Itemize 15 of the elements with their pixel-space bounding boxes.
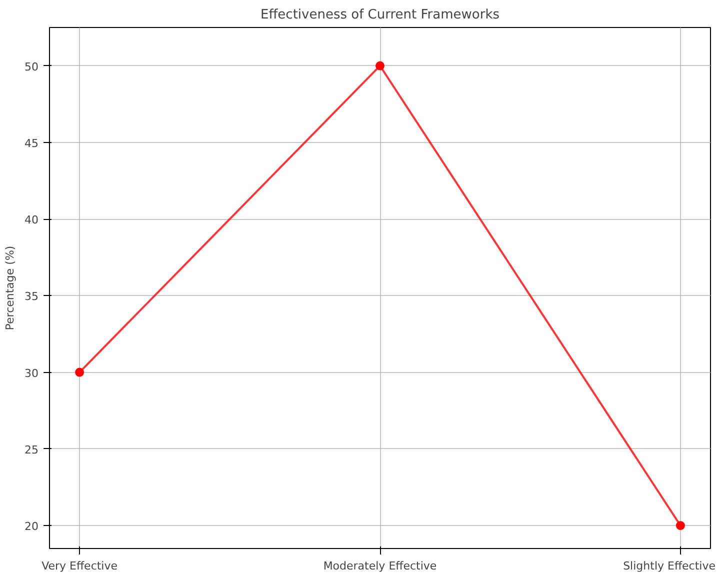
point	[376, 61, 384, 70]
x-tick-label: Very Effective	[42, 560, 118, 572]
chart-title: Effectiveness of Current Frameworks	[260, 8, 500, 22]
y-axis-title: Percentage (%)	[4, 246, 17, 330]
y-tick-label: 25	[24, 443, 39, 456]
point	[676, 521, 685, 530]
y-tick-label: 50	[24, 60, 39, 74]
y-tick-label: 45	[24, 136, 39, 150]
x-tick-label: Slightly Effective	[623, 560, 716, 572]
point	[75, 368, 84, 377]
y-tick-label: 35	[24, 290, 39, 304]
y-tick-label: 20	[24, 520, 39, 534]
y-tick-label: 30	[24, 366, 39, 380]
x-tick-label: Moderately Effective	[323, 560, 437, 572]
y-tick-label: 40	[24, 214, 39, 227]
